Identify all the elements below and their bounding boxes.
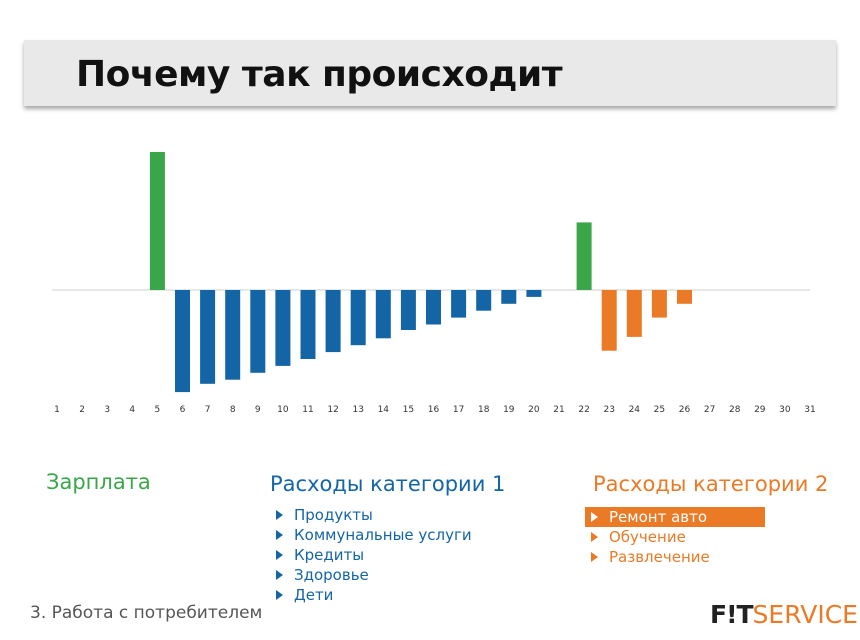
- bar-series2-day-12: [325, 290, 341, 353]
- arrow-right-icon: [591, 552, 598, 562]
- arrow-right-icon: [276, 510, 283, 520]
- bar-series2-day-13: [350, 290, 366, 346]
- legend-cat1-list: Продукты Коммунальные услуги Кредиты Здо…: [270, 505, 472, 605]
- bar-series3-day-23: [601, 290, 617, 351]
- tick-label-9: 9: [255, 405, 261, 415]
- tick-label-13: 13: [352, 405, 363, 415]
- tick-label-21: 21: [553, 405, 564, 415]
- legend-cat2-item-selected[interactable]: Ремонт авто: [585, 507, 765, 527]
- bar-series2-day-14: [375, 290, 391, 339]
- bar-series2-day-18: [476, 290, 492, 311]
- tick-label-19: 19: [503, 405, 515, 415]
- bar-series1-day-22: [576, 222, 592, 290]
- title-bar: Почему так происходит: [24, 40, 836, 106]
- tick-label-31: 31: [804, 405, 815, 415]
- tick-label-27: 27: [704, 405, 715, 415]
- legend-cat1-item: Продукты: [270, 505, 472, 525]
- tick-label-24: 24: [629, 405, 641, 415]
- bar-series2-day-15: [400, 290, 416, 330]
- legend-cat1-item: Дети: [270, 585, 472, 605]
- bar-series2-day-19: [501, 290, 517, 304]
- arrow-right-icon: [591, 512, 598, 522]
- bar-series1-day-5: [149, 152, 165, 290]
- bar-series3-day-25: [651, 290, 667, 318]
- legend-cat1-item: Кредиты: [270, 545, 472, 565]
- tick-label-14: 14: [378, 405, 390, 415]
- expense-chart: 1 2 3 4 5 6 7 8 9 10 11 12 13 14 15 16 17 18 19 20 21 22 23 24 2…: [52, 152, 816, 415]
- tick-label-16: 16: [428, 405, 440, 415]
- tick-label-30: 30: [779, 405, 791, 415]
- fitservice-logo: F!TSERVICE: [710, 600, 858, 629]
- tick-label-4: 4: [129, 405, 135, 415]
- bar-series2-day-7: [200, 290, 216, 384]
- arrow-right-icon: [276, 530, 283, 540]
- bar-series2-day-17: [451, 290, 467, 318]
- legend-cat1-item: Здоровье: [270, 565, 472, 585]
- tick-label-3: 3: [104, 405, 110, 415]
- tick-label-1: 1: [54, 405, 60, 415]
- arrow-right-icon: [276, 570, 283, 580]
- bar-series2-day-6: [175, 290, 190, 393]
- bar-series3-day-26: [677, 290, 692, 304]
- tick-label-29: 29: [754, 405, 766, 415]
- legend-cat2-title: Расходы категории 2: [593, 472, 829, 496]
- footer-section-label: 3. Работа с потребителем: [30, 603, 263, 623]
- arrow-right-icon: [276, 590, 283, 600]
- tick-label-5: 5: [155, 405, 161, 415]
- tick-label-2: 2: [79, 405, 85, 415]
- tick-label-26: 26: [679, 405, 691, 415]
- page-title: Почему так происходит: [76, 54, 563, 95]
- tick-label-10: 10: [277, 405, 289, 415]
- arrow-right-icon: [276, 550, 283, 560]
- bar-series2-day-10: [275, 290, 291, 366]
- bar-series2-day-8: [225, 290, 241, 380]
- tick-label-25: 25: [654, 405, 665, 415]
- arrow-right-icon: [591, 532, 598, 542]
- tick-label-18: 18: [478, 405, 490, 415]
- bar-series2-day-11: [300, 290, 316, 359]
- legend-cat2-list: Ремонт авто Обучение Развлечение: [585, 507, 765, 567]
- tick-label-28: 28: [729, 405, 741, 415]
- bar-series2-day-9: [250, 290, 266, 373]
- tick-label-8: 8: [230, 405, 236, 415]
- bar-series2-day-20: [526, 290, 542, 297]
- legend-cat2-item: Обучение: [585, 527, 765, 547]
- bar-series2-day-16: [426, 290, 441, 325]
- tick-label-12: 12: [327, 405, 338, 415]
- tick-label-11: 11: [302, 405, 313, 415]
- tick-label-7: 7: [205, 405, 211, 415]
- bar-series3-day-24: [626, 290, 642, 337]
- legend-cat1-title: Расходы категории 1: [270, 472, 506, 496]
- legend-cat1-item: Коммунальные услуги: [270, 525, 472, 545]
- legend-salary-title: Зарплата: [46, 470, 151, 494]
- tick-label-23: 23: [603, 405, 614, 415]
- tick-label-20: 20: [528, 405, 540, 415]
- tick-label-22: 22: [578, 405, 589, 415]
- tick-label-15: 15: [403, 405, 414, 415]
- tick-label-17: 17: [453, 405, 464, 415]
- tick-label-6: 6: [180, 405, 186, 415]
- legend-cat2-item: Развлечение: [585, 547, 765, 567]
